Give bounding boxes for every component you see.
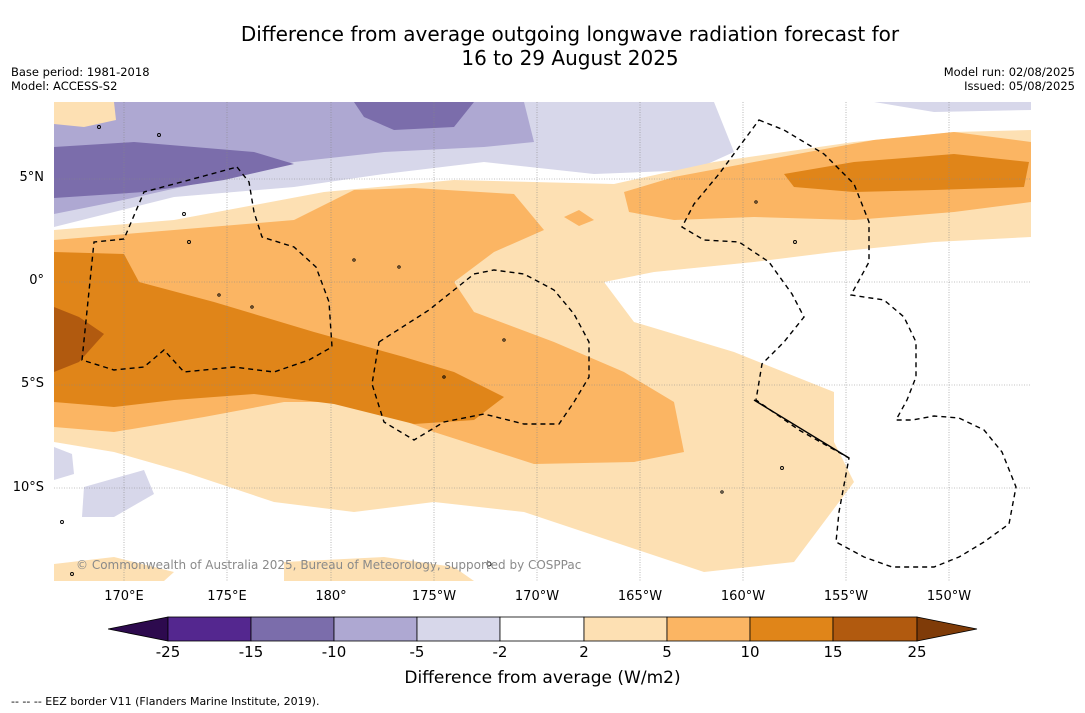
lon-label-180: 180°: [315, 589, 347, 604]
colorbar-tick: 15: [823, 643, 843, 661]
chart-title: Difference from average outgoing longwav…: [0, 22, 1085, 70]
lon-label-165w: 165°W: [617, 589, 663, 604]
island-16: [70, 572, 74, 576]
island-9: [442, 375, 446, 379]
island-2: [157, 133, 161, 137]
anomaly-neg-10-west: [54, 142, 294, 198]
eez-line-islands: [681, 119, 1017, 568]
island-4: [187, 240, 191, 244]
eez-tokelau: [371, 269, 590, 441]
island-13: [780, 466, 784, 470]
lon-label-175e: 175°E: [207, 589, 247, 604]
model-name: Model: ACCESS-S2: [11, 79, 118, 93]
island-6: [250, 305, 254, 309]
island-14: [720, 490, 724, 494]
colorbar-bin-6: [583, 616, 668, 642]
colorbar-tick: -5: [409, 643, 425, 661]
negative-anomaly-regions: [54, 102, 1031, 517]
anomaly-pos-10-ne: [784, 154, 1029, 192]
colorbar-tick: 2: [579, 643, 589, 661]
island-10: [502, 338, 506, 342]
islands: [60, 125, 797, 576]
colorbar-tick: 25: [907, 643, 927, 661]
meta-left: Base period: 1981-2018 Model: ACCESS-S2: [11, 65, 150, 93]
colorbar-tick: -25: [155, 643, 181, 661]
lat-label-0: 0°: [29, 273, 44, 288]
anomaly-neg-10-north: [354, 102, 474, 130]
island-7: [352, 258, 356, 262]
graticule: [54, 102, 1031, 581]
eez-tuvalu-kiribati: [81, 166, 333, 373]
colorbar-label: Difference from average (W/m2): [404, 668, 681, 688]
island-17: [486, 561, 492, 567]
island-5: [217, 293, 221, 297]
colorbar-bin-3: [333, 616, 418, 642]
colorbar-bin-5: [499, 616, 585, 642]
colorbar-bin-1: [167, 616, 252, 642]
colorbar-bin-8: [749, 616, 834, 642]
colorbar-tick: 10: [740, 643, 760, 661]
anomaly-pos-15: [54, 307, 104, 372]
lon-label-175w: 175°W: [411, 589, 457, 604]
lon-label-155w: 155°W: [823, 589, 869, 604]
colorbar-bin-9: [832, 616, 918, 642]
anomaly-neg-2-sw-b: [82, 470, 154, 517]
lat-label-5n: 5°N: [19, 170, 45, 185]
lat-label-10s: 10°S: [12, 480, 44, 495]
colorbar-tick: 5: [662, 643, 672, 661]
anomaly-neg-2-ne: [874, 102, 1031, 112]
island-1: [97, 125, 101, 129]
colorbar-max-extend: [916, 616, 978, 642]
colorbar-tick: -2: [492, 643, 508, 661]
meta-right: Model run: 02/08/2025 Issued: 05/08/2025: [944, 65, 1075, 93]
base-period: Base period: 1981-2018: [11, 65, 150, 79]
colorbar-tick: -15: [238, 643, 264, 661]
lon-label-160w: 160°W: [720, 589, 766, 604]
colorbar: [108, 616, 978, 642]
lon-label-150w: 150°W: [926, 589, 972, 604]
anomaly-pos-2-nw: [54, 102, 116, 127]
title-line-2: 16 to 29 August 2025: [461, 46, 679, 70]
colorbar-bin-4: [416, 616, 501, 642]
eez-borders: [81, 119, 1017, 568]
eez-solid-segment: [753, 399, 850, 459]
olr-anomaly-map: [54, 102, 1031, 581]
lat-label-5s: 5°S: [20, 376, 44, 391]
colorbar-min-extend: [108, 616, 169, 642]
lon-label-170e: 170°E: [104, 589, 144, 604]
anomaly-pos-2-s: [284, 557, 474, 581]
positive-anomaly-regions: [54, 102, 1031, 581]
copyright-notice: © Commonwealth of Australia 2025, Bureau…: [76, 558, 582, 572]
colorbar-bin-2: [250, 616, 335, 642]
anomaly-neg-2-sw-a: [54, 447, 74, 480]
title-line-1: Difference from average outgoing longwav…: [240, 22, 900, 46]
lon-label-170w: 170°W: [514, 589, 560, 604]
island-15: [60, 520, 64, 524]
island-8: [397, 265, 401, 269]
anomaly-pos-10-main: [54, 252, 504, 424]
anomaly-pos-5-dot: [564, 210, 594, 226]
island-3: [182, 212, 186, 216]
island-12: [754, 200, 758, 204]
model-run: Model run: 02/08/2025: [943, 65, 1075, 79]
map-panel[interactable]: [54, 102, 1031, 581]
island-11: [793, 240, 797, 244]
eez-footnote: -- -- -- EEZ border V11 (Flanders Marine…: [11, 695, 320, 708]
issued-date: Issued: 05/08/2025: [964, 79, 1075, 93]
colorbar-tick: -10: [321, 643, 347, 661]
anomaly-pos-2-sw: [54, 557, 174, 581]
colorbar-bin-7: [666, 616, 751, 642]
